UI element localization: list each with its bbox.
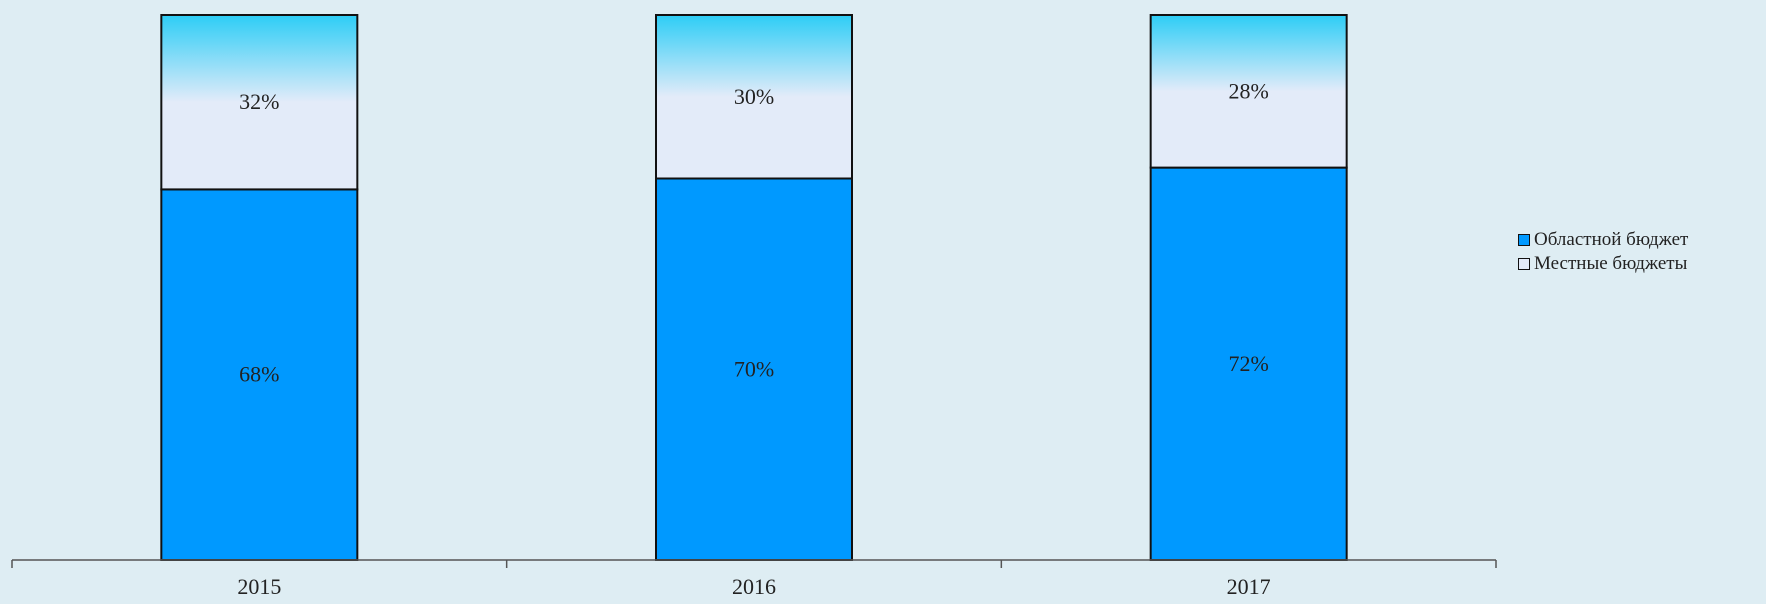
legend-item-local[interactable]: Местные бюджеты <box>1518 252 1688 276</box>
data-label-2017-local: 28% <box>1229 78 1269 103</box>
legend-item-regional[interactable]: Областной бюджет <box>1518 228 1688 252</box>
legend-swatch-local <box>1518 258 1530 270</box>
legend-label-local: Местные бюджеты <box>1534 253 1688 274</box>
x-tick-label-2017: 2017 <box>1227 574 1271 599</box>
bar-segment-2017-regional[interactable] <box>1149 166 1348 561</box>
legend-swatch-regional <box>1518 234 1530 246</box>
x-tick-label-2015: 2015 <box>237 574 281 599</box>
bar-segment-2015-local[interactable] <box>160 14 359 191</box>
data-label-2016-regional: 70% <box>734 356 774 381</box>
bar-segment-2017-local[interactable] <box>1149 14 1348 169</box>
legend-label-regional: Областной бюджет <box>1534 229 1689 250</box>
data-label-2016-local: 30% <box>734 84 774 109</box>
data-label-2015-local: 32% <box>239 89 279 114</box>
bar-segment-2015-regional[interactable] <box>160 188 359 561</box>
data-label-2015-regional: 68% <box>239 362 279 387</box>
data-label-2017-regional: 72% <box>1229 351 1269 376</box>
bar-segment-2016-local[interactable] <box>655 14 853 180</box>
legend: Областной бюджет Местные бюджеты <box>1518 228 1688 276</box>
x-tick-label-2016: 2016 <box>732 574 776 599</box>
